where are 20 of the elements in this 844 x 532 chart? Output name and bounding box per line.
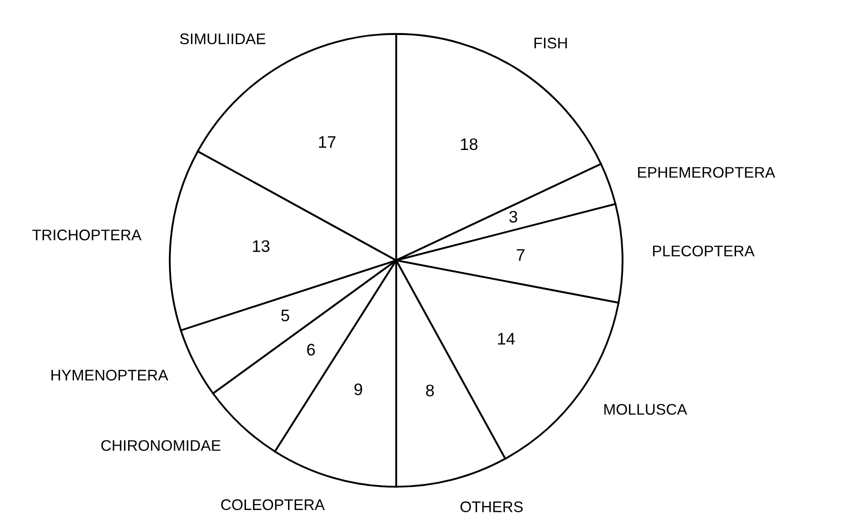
slice-label: PLECOPTERA xyxy=(653,246,755,256)
data-label: 14 xyxy=(498,333,515,344)
slice-label: EPHEMEROPTERA xyxy=(638,166,776,178)
slice-label: FISH xyxy=(534,38,567,48)
slice-label: MOLLUSCA xyxy=(604,404,688,415)
data-label: 9 xyxy=(354,383,362,396)
data-label: 5 xyxy=(281,310,290,322)
slice-label: COLEOPTERA xyxy=(221,499,325,510)
data-label: 17 xyxy=(319,136,336,148)
data-label: 13 xyxy=(252,240,270,252)
slice-label: HYMENOPTERA xyxy=(52,370,168,381)
data-label: 18 xyxy=(460,138,478,150)
data-label: 3 xyxy=(509,210,518,223)
data-label: 6 xyxy=(307,344,315,356)
data-label: 8 xyxy=(426,384,434,396)
slice-label: CHIRONOMIDAE xyxy=(101,440,220,451)
slice-label: SIMULIIDAE xyxy=(180,33,266,44)
slice-label: TRICHOPTERA xyxy=(32,230,142,240)
slice-label: OTHERS xyxy=(460,501,523,512)
data-label: 7 xyxy=(516,249,524,261)
